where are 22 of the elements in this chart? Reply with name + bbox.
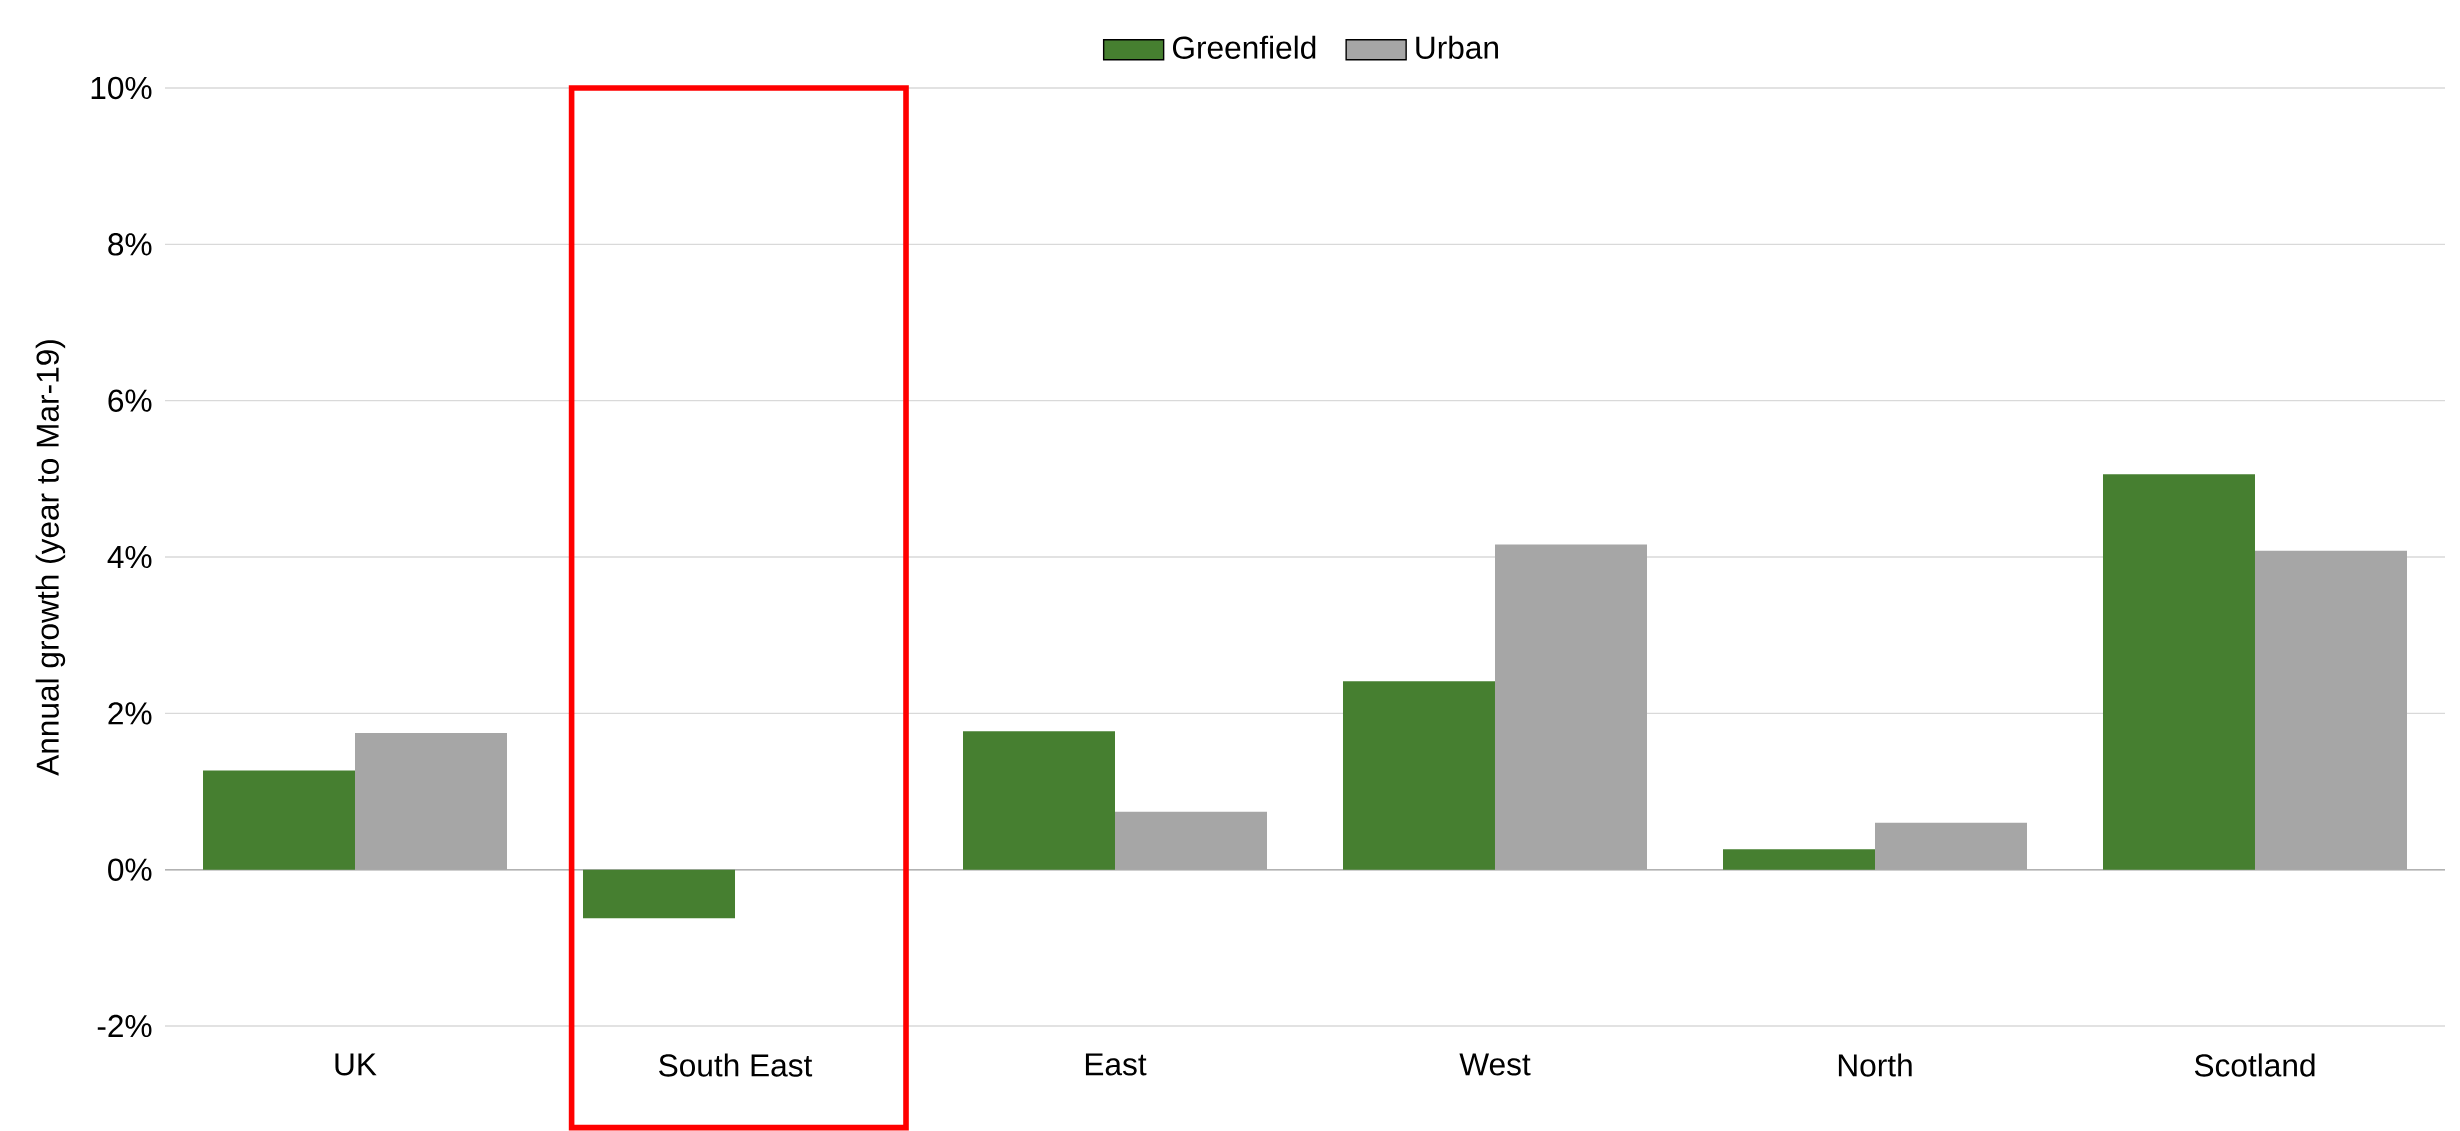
- bar: [963, 731, 1115, 870]
- y-tick-label: 2%: [108, 702, 152, 725]
- y-axis-title: Annual growth (year to Mar-19): [35, 340, 66, 776]
- x-tick-label: West: [1459, 1053, 1531, 1076]
- bar: [203, 770, 356, 870]
- x-tick-label: East: [1085, 1053, 1147, 1076]
- y-tick-label: 0%: [108, 858, 152, 881]
- legend-label: Greenfield: [1172, 35, 1316, 59]
- x-tick-label: South East: [659, 1053, 813, 1077]
- x-tick-label: Scotland: [2194, 1053, 2315, 1077]
- x-tick-label: UK: [335, 1053, 377, 1076]
- x-tick-label: North: [1838, 1053, 1912, 1077]
- y-tick-label: 6%: [108, 389, 152, 412]
- bar: [1343, 681, 1495, 870]
- y-tick-label: -2%: [97, 1014, 152, 1038]
- bar: [1723, 849, 1875, 870]
- bar: [583, 869, 736, 919]
- y-tick-label: 8%: [108, 233, 152, 256]
- legend-label: Urban: [1416, 35, 1498, 59]
- y-tick-label: 4%: [107, 545, 152, 569]
- bar: [2103, 474, 2255, 870]
- y-tick-label: 10%: [91, 76, 152, 100]
